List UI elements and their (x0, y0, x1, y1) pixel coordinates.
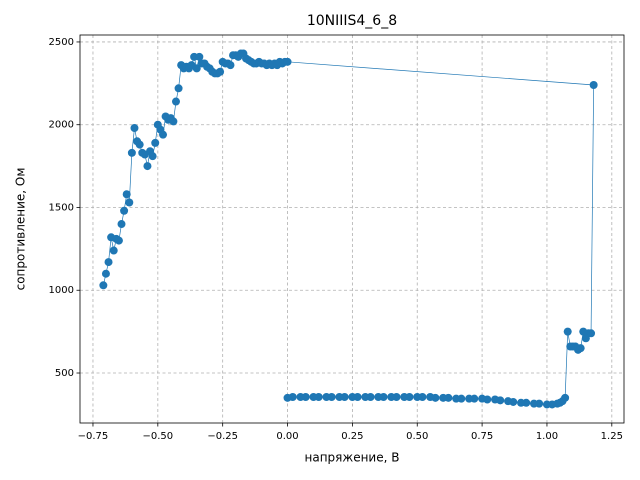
data-point (566, 342, 575, 351)
data-point (159, 130, 168, 139)
data-point (322, 393, 331, 402)
data-point (309, 393, 318, 402)
data-point (517, 398, 526, 407)
data-point (135, 140, 144, 149)
data-point (101, 269, 110, 278)
data-point (426, 393, 435, 402)
data-point (283, 393, 292, 402)
data-point (99, 281, 108, 290)
x-tick-label: 1.00 (536, 431, 558, 442)
x-tick-label: 0.50 (406, 431, 428, 442)
data-point (452, 394, 461, 403)
data-point (192, 64, 201, 73)
x-tick-label: 0.00 (276, 431, 298, 442)
data-point (589, 80, 598, 89)
data-point (491, 395, 500, 404)
x-tick-label: 0.75 (471, 431, 493, 442)
data-point (283, 57, 292, 66)
data-point (114, 236, 123, 245)
data-point (478, 394, 487, 403)
data-point (120, 206, 129, 215)
data-point (581, 334, 590, 343)
data-point (465, 394, 474, 403)
data-point (226, 61, 235, 70)
y-tick-label: 500 (55, 368, 74, 379)
data-point (122, 190, 131, 199)
data-point (563, 327, 572, 336)
y-tick-label: 1500 (49, 202, 74, 213)
y-tick-label: 2000 (49, 120, 74, 131)
data-point (151, 138, 160, 147)
data-point (348, 393, 357, 402)
data-point (127, 148, 136, 157)
data-point (387, 393, 396, 402)
data-line (103, 53, 595, 405)
data-point (439, 393, 448, 402)
data-point (169, 117, 178, 126)
x-tick-label: −0.50 (142, 431, 173, 442)
y-tick-label: 1000 (49, 285, 74, 296)
data-point (130, 124, 139, 133)
data-point (579, 327, 588, 336)
x-tick-label: −0.25 (207, 431, 238, 442)
data-point (529, 399, 538, 408)
data-point (195, 52, 204, 61)
data-point (117, 220, 126, 229)
data-point (504, 397, 513, 406)
y-tick-label: 2500 (49, 37, 74, 48)
data-point (542, 400, 551, 409)
data-point (171, 97, 180, 106)
data-point (216, 67, 225, 76)
data-point (174, 84, 183, 93)
x-tick-label: 1.25 (601, 431, 623, 442)
data-point (104, 258, 113, 267)
data-point (400, 393, 409, 402)
data-point (143, 162, 152, 171)
y-axis-label: сопротивление, Ом (14, 168, 28, 291)
data-point (109, 246, 118, 255)
chart-title: 10NIIIS4_6_8 (307, 13, 397, 29)
x-tick-label: 0.25 (341, 431, 363, 442)
x-axis-label: напряжение, В (305, 451, 400, 465)
data-point (361, 393, 370, 402)
data-point (296, 393, 305, 402)
plot-frame (79, 34, 625, 424)
x-tick-label: −0.75 (78, 431, 109, 442)
data-point (413, 393, 422, 402)
data-point (335, 393, 344, 402)
data-point (148, 152, 157, 161)
data-point (374, 393, 383, 402)
data-point (125, 198, 134, 207)
